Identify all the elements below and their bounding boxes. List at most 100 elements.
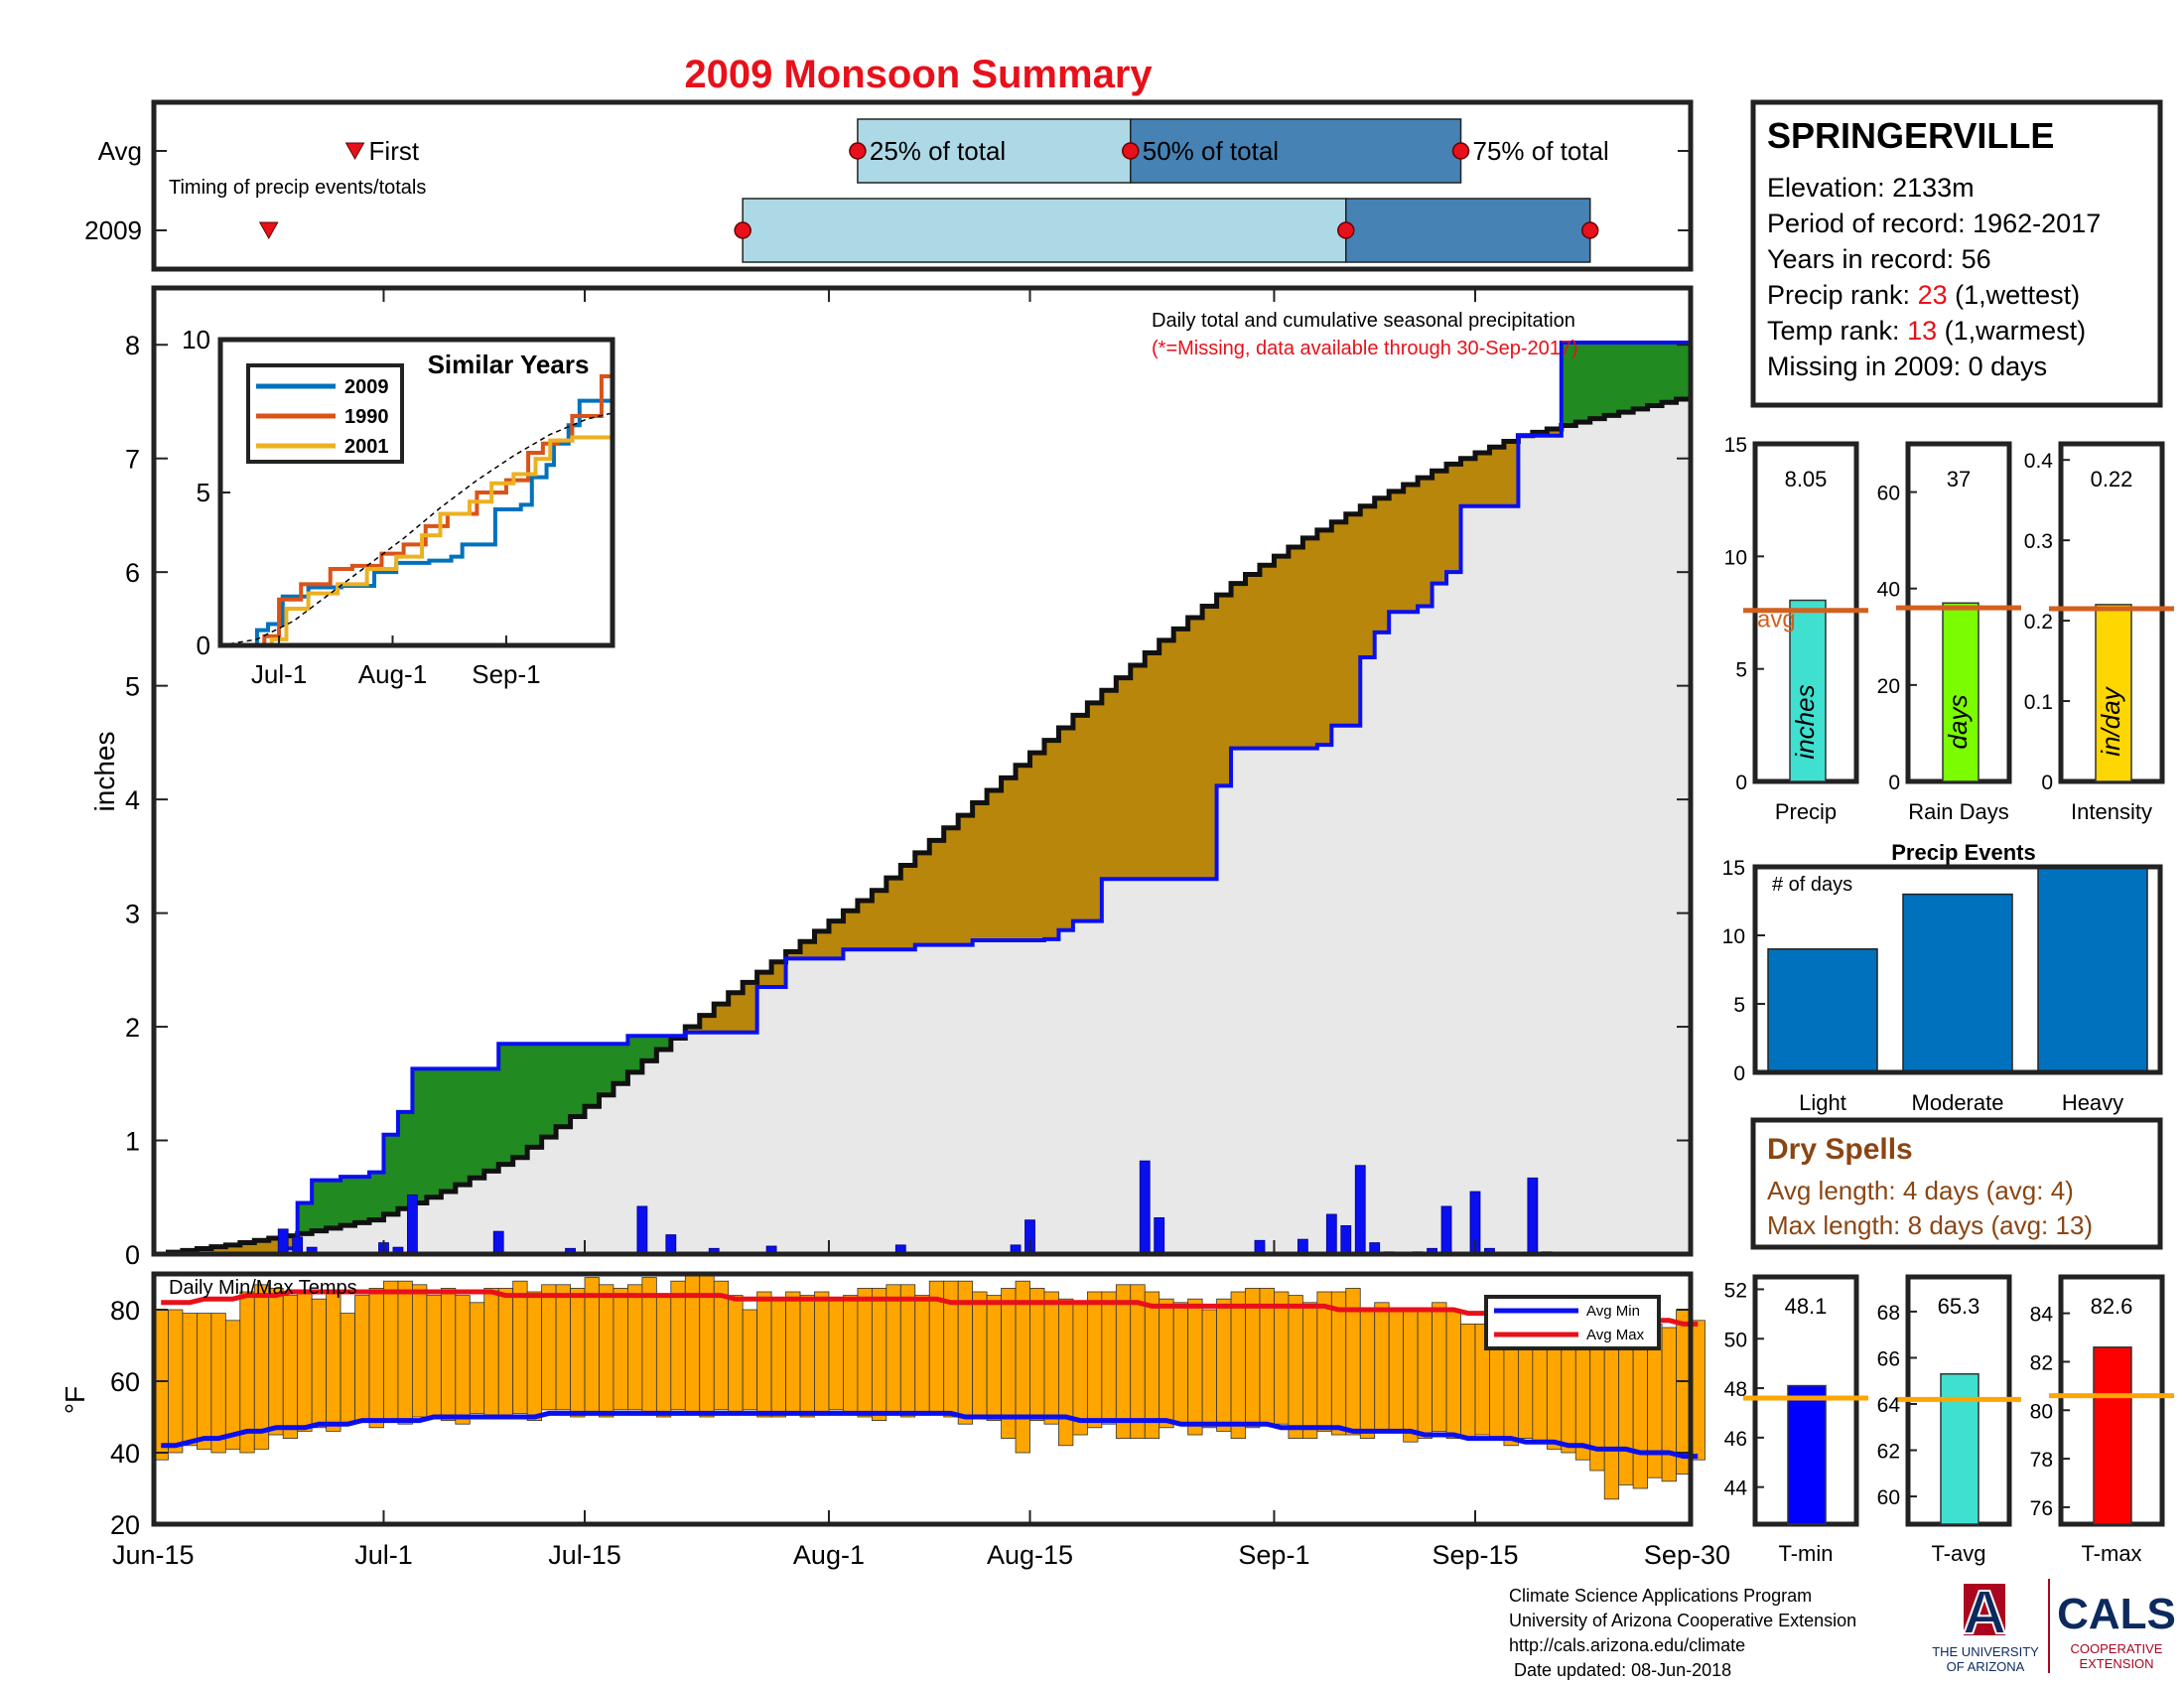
summary-avg-label: avg: [1757, 607, 1796, 633]
below-avg-fill: [1145, 652, 1160, 880]
temp-summary-y-tick-label: 62: [1877, 1441, 1900, 1464]
below-avg-fill: [972, 802, 988, 941]
below-avg-fill: [1245, 574, 1261, 749]
precip-plot-frame: [151, 285, 1694, 1257]
daily-precip-bar: [1354, 1165, 1366, 1255]
temp-value-1: 65.3: [1938, 1294, 1980, 1319]
temp-range-bar: [584, 1277, 600, 1414]
below-avg-fill: [1302, 537, 1318, 749]
precip-y-tick-label: 4: [125, 785, 140, 815]
below-avg-fill: [958, 815, 974, 945]
temp-range-bar: [728, 1295, 744, 1414]
temp-range-bar: [383, 1280, 399, 1421]
above-avg-fill: [354, 1177, 370, 1223]
date-axis-label: Jun-15: [112, 1540, 195, 1570]
temp-range-bar: [627, 1284, 643, 1411]
temp-range-bar: [613, 1288, 628, 1411]
temp-y-tick-label: 40: [110, 1439, 140, 1469]
temp-plot-frame: [151, 1271, 1694, 1527]
footer-line-4: Date updated: 08-Jun-2018: [1509, 1660, 1731, 1680]
summary-y-tick-label: 0.4: [2024, 450, 2054, 473]
temp-range-bar: [670, 1280, 686, 1411]
temp-range-bar: [1172, 1302, 1189, 1425]
temp-range-bar: [340, 1313, 355, 1425]
below-avg-fill: [1489, 447, 1505, 506]
summary-y-tick-label: 20: [1877, 675, 1900, 698]
below-avg-fill: [1187, 617, 1203, 880]
inset-x-tick-label: Jul-1: [251, 659, 307, 689]
below-avg-fill: [714, 1004, 730, 1033]
temp-bar-0: [1787, 1384, 1827, 1525]
daily-precip-bar: [1340, 1224, 1352, 1255]
temp-range-bar: [512, 1280, 528, 1414]
inset-average-curve: [219, 412, 614, 646]
below-avg-fill: [1418, 478, 1433, 607]
legend-avg-min-label: Avg Min: [1586, 1303, 1640, 1320]
station-box-frame: [1750, 99, 2163, 408]
dry-spells-frame: [1750, 1117, 2163, 1250]
timing-avg-box-50-75: [1130, 118, 1462, 184]
below-avg-fill: [1216, 595, 1232, 786]
below-avg-fill: [857, 900, 873, 950]
temp-summary-y-tick-label: 78: [2030, 1449, 2053, 1472]
below-avg-fill: [1101, 690, 1117, 880]
cals-logo: CALS COOPERATIVE EXTENSION: [2057, 1590, 2176, 1671]
summary-y-tick-label: 0.2: [2024, 611, 2053, 633]
events-label-light: Light: [1799, 1090, 1846, 1115]
temp-rank-note: (1,warmest): [1937, 316, 2086, 346]
below-avg-fill: [685, 1027, 701, 1033]
events-y-tick-label: 10: [1722, 925, 1745, 948]
above-avg-fill: [599, 1044, 614, 1095]
precip-rank-value: 23: [1918, 280, 1948, 310]
cals-logo-line-2: EXTENSION: [2079, 1656, 2153, 1671]
cals-logo-text: CALS: [2057, 1590, 2176, 1638]
precip-events-note: # of days: [1772, 874, 1852, 896]
below-avg-fill: [943, 827, 959, 945]
temp-summary-y-tick-label: 84: [2030, 1304, 2054, 1327]
above-avg-fill: [412, 1068, 428, 1203]
temp-range-bar: [1144, 1291, 1160, 1440]
temp-range-bar: [311, 1298, 328, 1429]
below-avg-fill: [197, 1248, 212, 1254]
ua-logo-letter: A: [1963, 1579, 2007, 1647]
temp-range-bar: [253, 1284, 270, 1450]
summary-bar-2: [2095, 604, 2132, 782]
below-avg-fill: [239, 1242, 255, 1254]
temp-range-bar: [368, 1288, 384, 1429]
dry-spells-title: Dry Spells: [1767, 1133, 1913, 1166]
events-bar-moderate: [1902, 893, 2013, 1073]
summary-y-tick-label: 15: [1724, 434, 1747, 457]
daily-precip-bar: [1440, 1205, 1452, 1255]
timing-avg-box-25-50: [857, 118, 1132, 184]
cumulative-2009-line: [154, 340, 1691, 1256]
below-avg-fill: [1231, 583, 1247, 749]
temp-range-bar: [1417, 1309, 1433, 1440]
inset-y-tick-label: 10: [182, 325, 210, 354]
temp-legend: [1484, 1295, 1661, 1350]
temp-range-bar: [1086, 1291, 1103, 1429]
station-missing: Missing in 2009: 0 days: [1767, 352, 2047, 381]
above-avg-fill: [1662, 342, 1678, 403]
temp-label-0: T-min: [1779, 1541, 1834, 1566]
timing-subtitle: Timing of precip events/totals: [169, 177, 426, 199]
below-avg-fill: [1474, 452, 1491, 506]
above-avg-fill: [570, 1044, 586, 1117]
temp-range-bar: [1230, 1291, 1246, 1440]
timing-avg-marker-p25: [849, 142, 867, 160]
below-avg-fill: [929, 840, 945, 945]
summary-bar-1: [1942, 602, 1979, 782]
below-avg-fill: [1274, 556, 1290, 749]
date-axis-label: Sep-15: [1432, 1540, 1518, 1570]
temp-range-bar: [1187, 1298, 1203, 1436]
summary-unit-1: days: [1943, 695, 1973, 750]
below-avg-fill: [843, 911, 859, 950]
above-avg-fill: [369, 1172, 385, 1220]
precip-y-tick-label: 8: [125, 331, 140, 360]
temp-range-bar: [570, 1288, 586, 1418]
inset-y-tick-label: 0: [197, 631, 210, 660]
temp-range-bar: [1072, 1302, 1088, 1436]
below-avg-fill: [1072, 715, 1088, 921]
temp-y-tick-label: 60: [110, 1367, 140, 1397]
above-avg-fill: [483, 1068, 499, 1172]
temp-y-axis-label: °F: [60, 1386, 90, 1414]
